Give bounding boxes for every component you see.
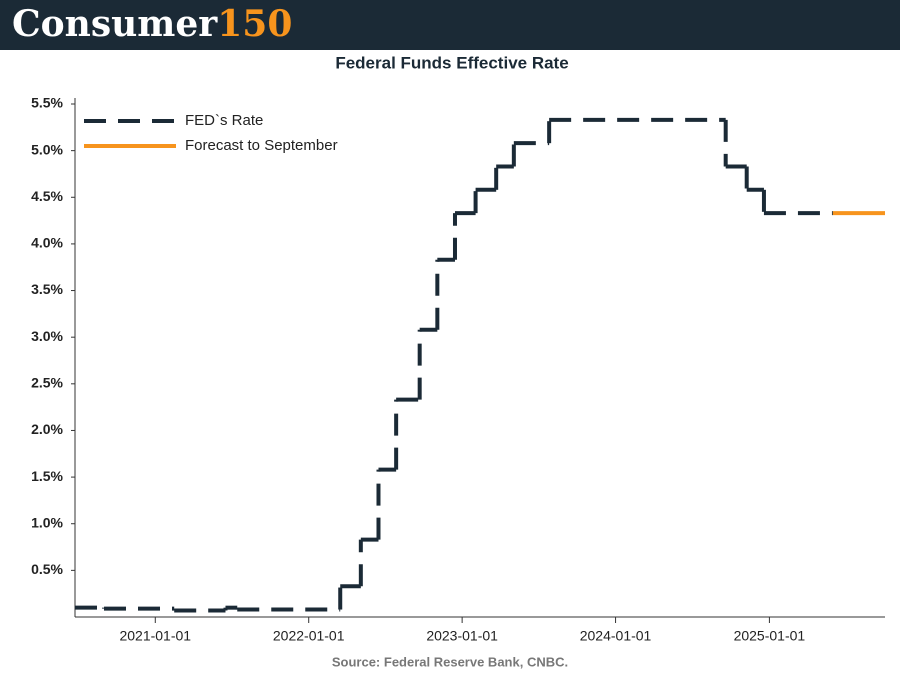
x-tick-label: 2021-01-01	[119, 628, 191, 644]
x-tick-label: 2025-01-01	[734, 628, 806, 644]
y-tick-label: 2.5%	[31, 375, 63, 391]
y-tick-label: 5.5%	[31, 95, 63, 111]
y-tick-label: 0.5%	[31, 561, 63, 577]
source-note: Source: Federal Reserve Bank, CNBC.	[332, 654, 568, 669]
x-tick-label: 2023-01-01	[426, 628, 498, 644]
x-tick-label: 2022-01-01	[273, 628, 345, 644]
brand-number: 150	[217, 3, 292, 45]
y-tick-label: 1.5%	[31, 468, 63, 484]
y-tick-label: 3.0%	[31, 328, 63, 344]
legend-label: FED`s Rate	[185, 112, 263, 129]
y-tick-label: 5.0%	[31, 141, 63, 157]
y-tick-label: 4.0%	[31, 235, 63, 251]
brand: Consumer150	[12, 3, 292, 45]
header-bar	[0, 0, 900, 50]
y-tick-label: 4.5%	[31, 188, 63, 204]
legend-label: Forecast to September	[185, 137, 338, 154]
y-tick-label: 2.0%	[31, 421, 63, 437]
brand-name: Consumer	[12, 3, 218, 45]
chart-title: Federal Funds Effective Rate	[335, 53, 568, 72]
x-tick-label: 2024-01-01	[580, 628, 652, 644]
y-tick-label: 1.0%	[31, 514, 63, 530]
y-tick-label: 3.5%	[31, 281, 63, 297]
